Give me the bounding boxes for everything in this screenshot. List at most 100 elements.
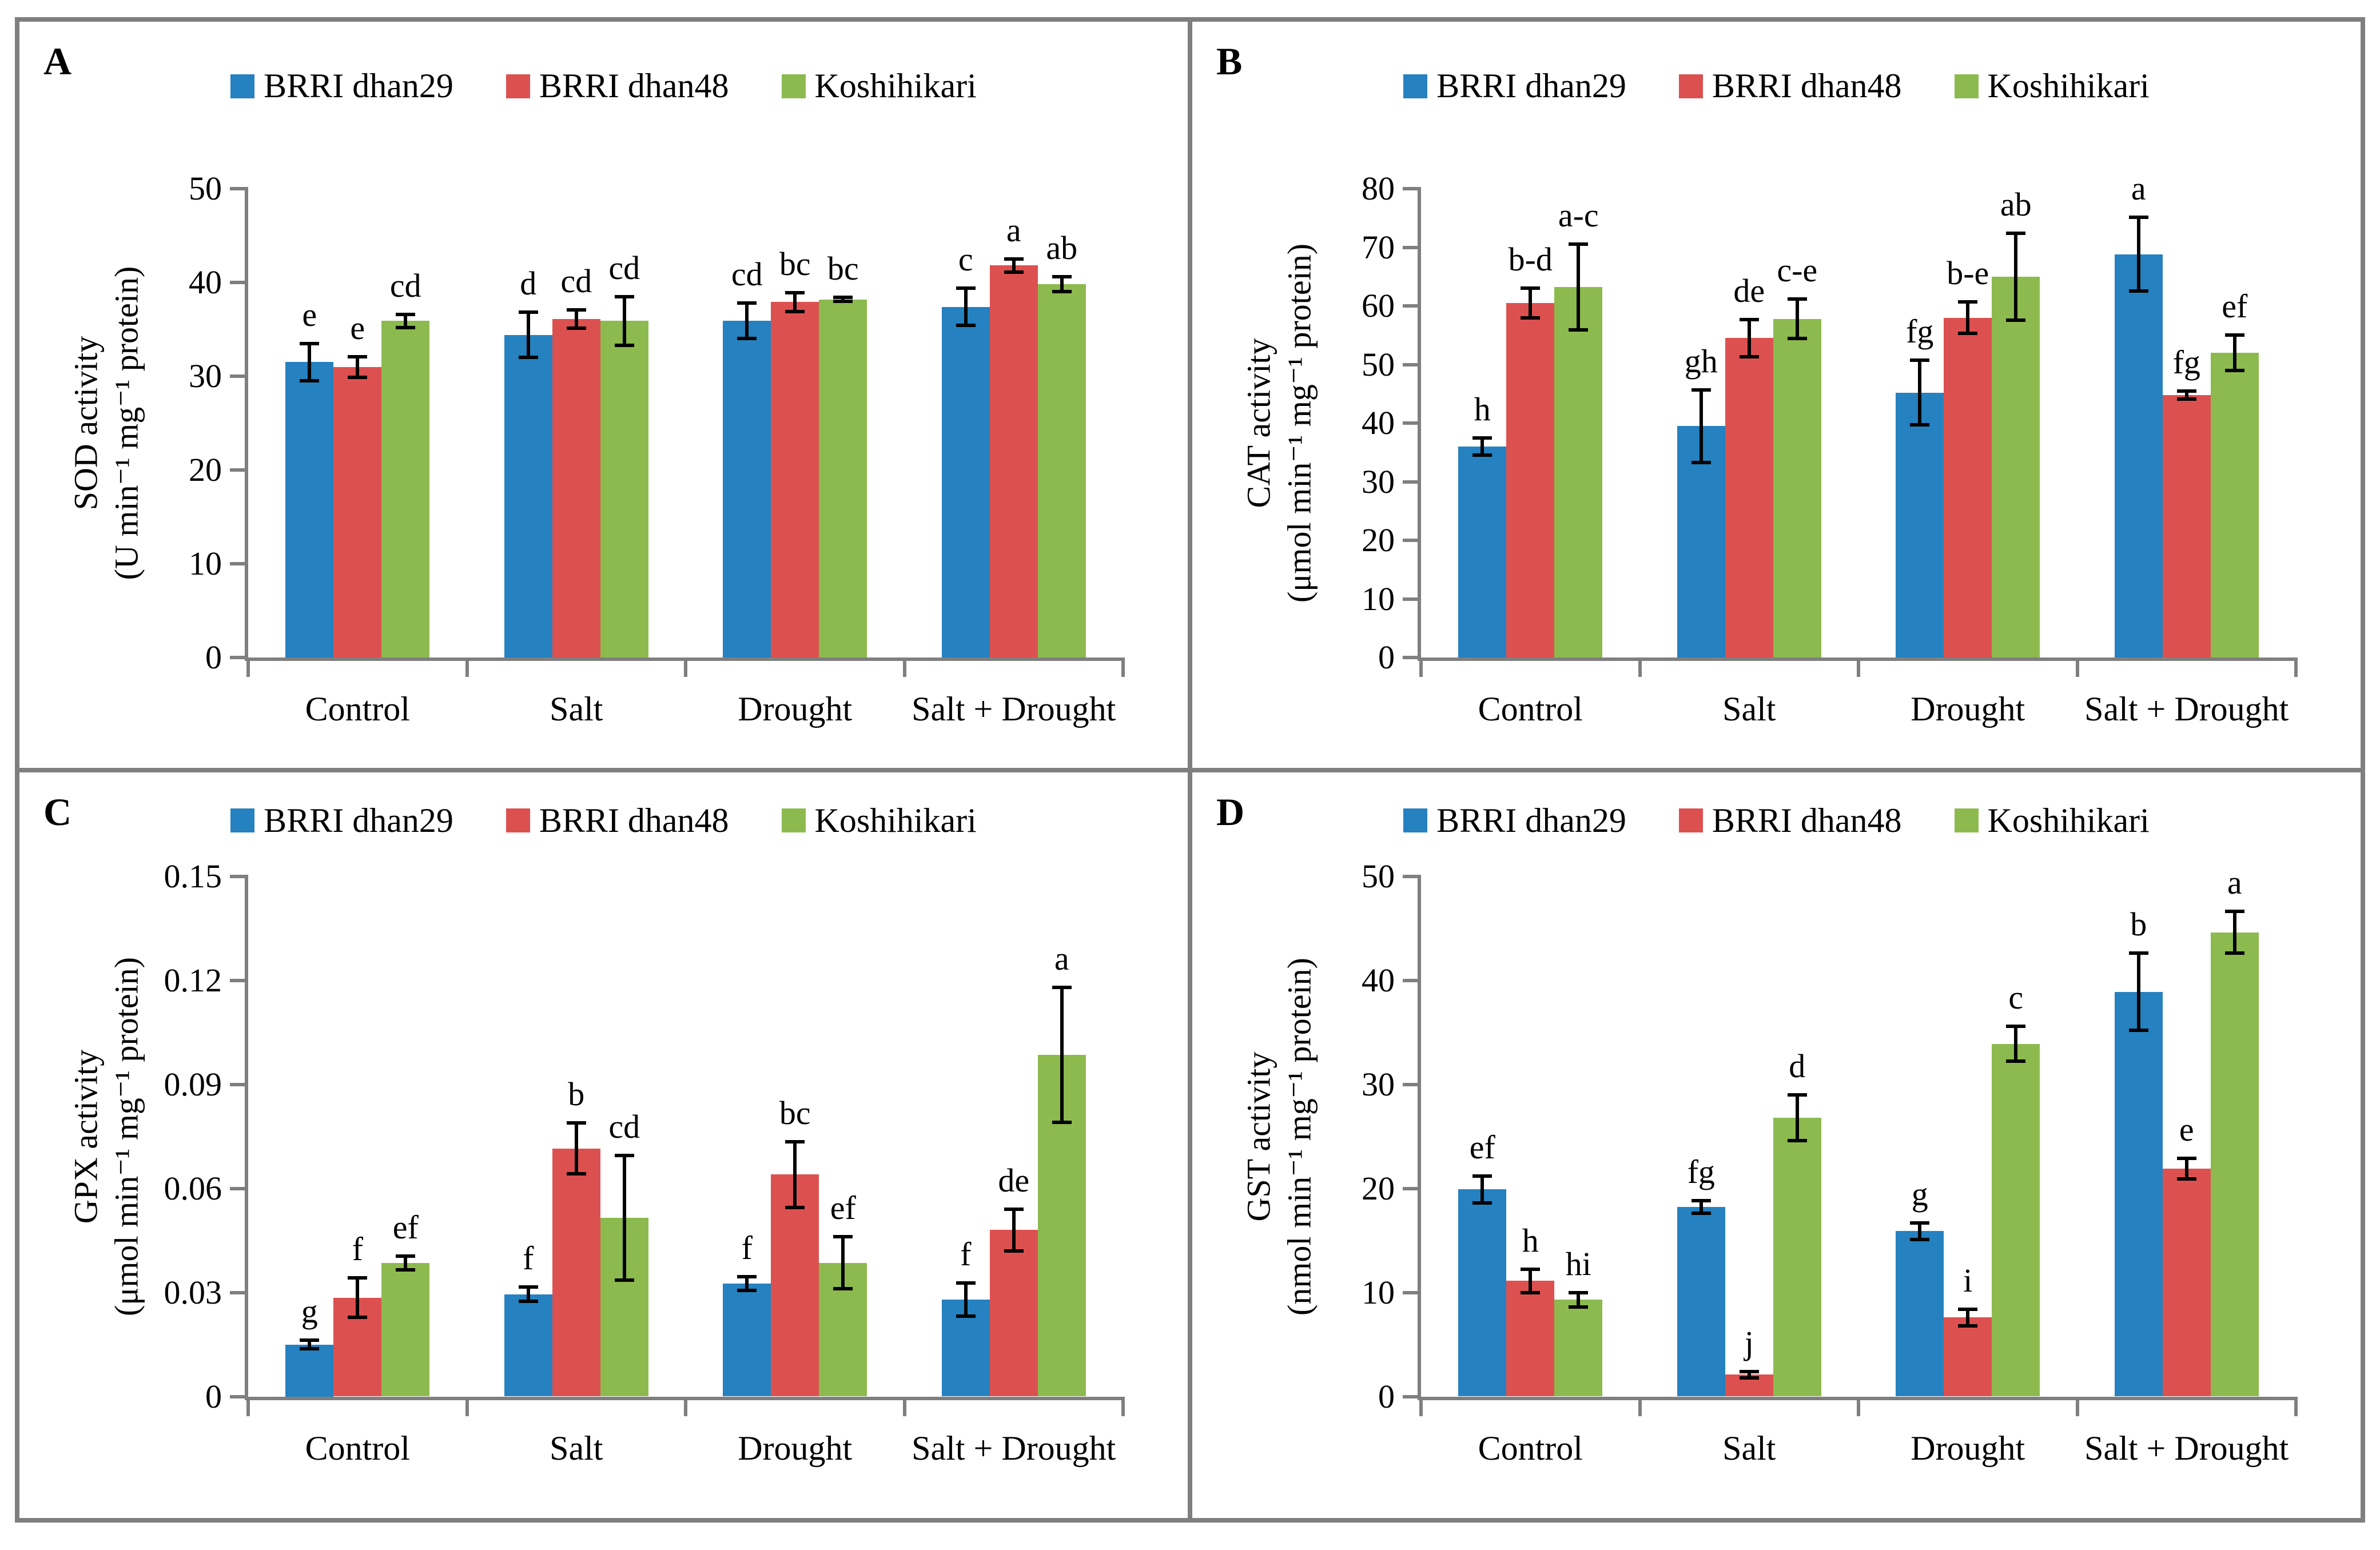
error-bar (2184, 391, 2188, 399)
legend-item: Koshihikari (1954, 801, 2150, 840)
bar (2210, 353, 2259, 658)
bar (1458, 447, 1507, 658)
error-bar (1529, 288, 1533, 318)
y-tick (1403, 1290, 1418, 1294)
bar (1992, 276, 2040, 658)
error-bar-cap-top (1004, 257, 1024, 261)
category-label: Control (1478, 690, 1583, 728)
error-bar-cap-bottom (1472, 453, 1493, 457)
bar (1944, 317, 1992, 658)
y-axis-title-line1: SOD activity (67, 336, 105, 511)
category-label: Salt (550, 690, 603, 728)
y-tick (230, 1394, 245, 1398)
significance-letter: ab (1046, 229, 1078, 267)
bar (381, 1262, 430, 1397)
error-bar-cap-bottom (396, 1268, 416, 1272)
legend-swatch (506, 808, 530, 832)
legend-item: BRRI dhan48 (1678, 66, 1902, 106)
y-tick (230, 187, 245, 190)
y-axis-title: GST activity (nmol min⁻¹ mg⁻¹ protein) (1239, 958, 1320, 1316)
significance-letter: e (350, 309, 365, 346)
y-axis-title-line1: GPX activity (67, 1049, 105, 1224)
category-label: Drought (738, 690, 853, 728)
legend-label: BRRI dhan29 (1436, 67, 1626, 105)
significance-letter: de (1733, 272, 1765, 309)
error-bar-cap-bottom (1787, 1138, 1807, 1142)
error-bar-cap-bottom (1569, 328, 1589, 332)
y-tick (1403, 874, 1418, 878)
legend-swatch (1403, 74, 1428, 98)
legend-swatch (1954, 74, 1979, 98)
error-bar-cap-bottom (614, 1278, 634, 1282)
category-label: Drought (738, 1429, 853, 1467)
y-tick (230, 1290, 245, 1294)
error-bar-cap-bottom (1910, 1237, 1930, 1241)
error-bar (1577, 244, 1581, 330)
error-bar-cap-bottom (300, 1346, 320, 1350)
legend-item: Koshihikari (781, 66, 977, 106)
category-label: Drought (1911, 1429, 2025, 1467)
category-label: Salt + Drought (2084, 1429, 2289, 1467)
bar (381, 321, 430, 658)
y-tick-label: 0 (205, 639, 222, 676)
legend-item: BRRI dhan29 (1403, 801, 1626, 840)
y-tick (1403, 362, 1418, 366)
bar (333, 366, 382, 658)
error-bar-cap-bottom (1739, 355, 1759, 359)
x-tick (684, 658, 687, 677)
error-bar (404, 314, 408, 328)
legend-label: BRRI dhan48 (539, 67, 729, 105)
error-bar-cap-top (1052, 985, 1072, 989)
error-bar-cap-bottom (1004, 1249, 1024, 1253)
significance-letter: d (520, 265, 537, 302)
significance-letter: bc (779, 1094, 811, 1131)
error-bar-cap-bottom (833, 1287, 853, 1291)
significance-letter: f (352, 1230, 363, 1268)
y-tick (230, 1082, 245, 1086)
y-tick-label: 0.15 (164, 857, 222, 895)
legend-label: Koshihikari (814, 67, 977, 105)
error-bar-cap-bottom (956, 1314, 976, 1318)
error-bar-cap-top (2176, 389, 2196, 393)
category-label: Salt + Drought (2084, 690, 2289, 728)
legend-item: BRRI dhan29 (230, 66, 453, 106)
panel-d: D BRRI dhan29 BRRI dhan48 Koshihikari GST ac… (1192, 772, 2361, 1518)
significance-letter: b-d (1508, 241, 1553, 278)
error-bar (2184, 1158, 2188, 1180)
error-bar-cap-bottom (1521, 316, 1541, 320)
error-bar (2232, 335, 2236, 370)
y-tick-label: 0.12 (164, 961, 222, 999)
significance-letter: e (2179, 1110, 2194, 1148)
y-tick-label: 0.09 (164, 1065, 222, 1103)
y-tick-label: 20 (1362, 1169, 1395, 1207)
error-bar (793, 1141, 797, 1208)
panel-letter: A (43, 39, 72, 83)
y-axis-title: SOD activity (U min⁻¹ mg⁻¹ protein) (66, 266, 147, 580)
error-bar-cap-top (1472, 1174, 1493, 1178)
error-bar (1795, 298, 1799, 339)
y-tick-label: 50 (189, 170, 222, 207)
bar (1773, 1117, 1821, 1397)
bar (504, 1294, 552, 1397)
significance-letter: ef (2222, 288, 2248, 325)
significance-letter: f (960, 1235, 972, 1273)
bar (552, 318, 600, 658)
significance-letter: g (1911, 1175, 1928, 1213)
bar (1773, 318, 1821, 658)
error-bar-cap-bottom (518, 356, 538, 360)
significance-letter: b (568, 1075, 585, 1113)
significance-letter: ef (830, 1189, 856, 1227)
bar (1037, 284, 1086, 658)
error-bar-cap-bottom (2128, 1028, 2148, 1032)
x-tick (1857, 658, 1860, 677)
error-bar-cap-bottom (2006, 318, 2026, 322)
y-tick (1403, 597, 1418, 601)
y-axis-title-line2: (U min⁻¹ mg⁻¹ protein) (108, 266, 145, 580)
error-bar (356, 356, 360, 377)
y-tick (1403, 245, 1418, 249)
y-tick (1403, 656, 1418, 659)
y-tick-label: 10 (1362, 580, 1395, 617)
y-tick (230, 978, 245, 982)
bar (819, 299, 867, 658)
bar (1944, 1317, 1992, 1397)
